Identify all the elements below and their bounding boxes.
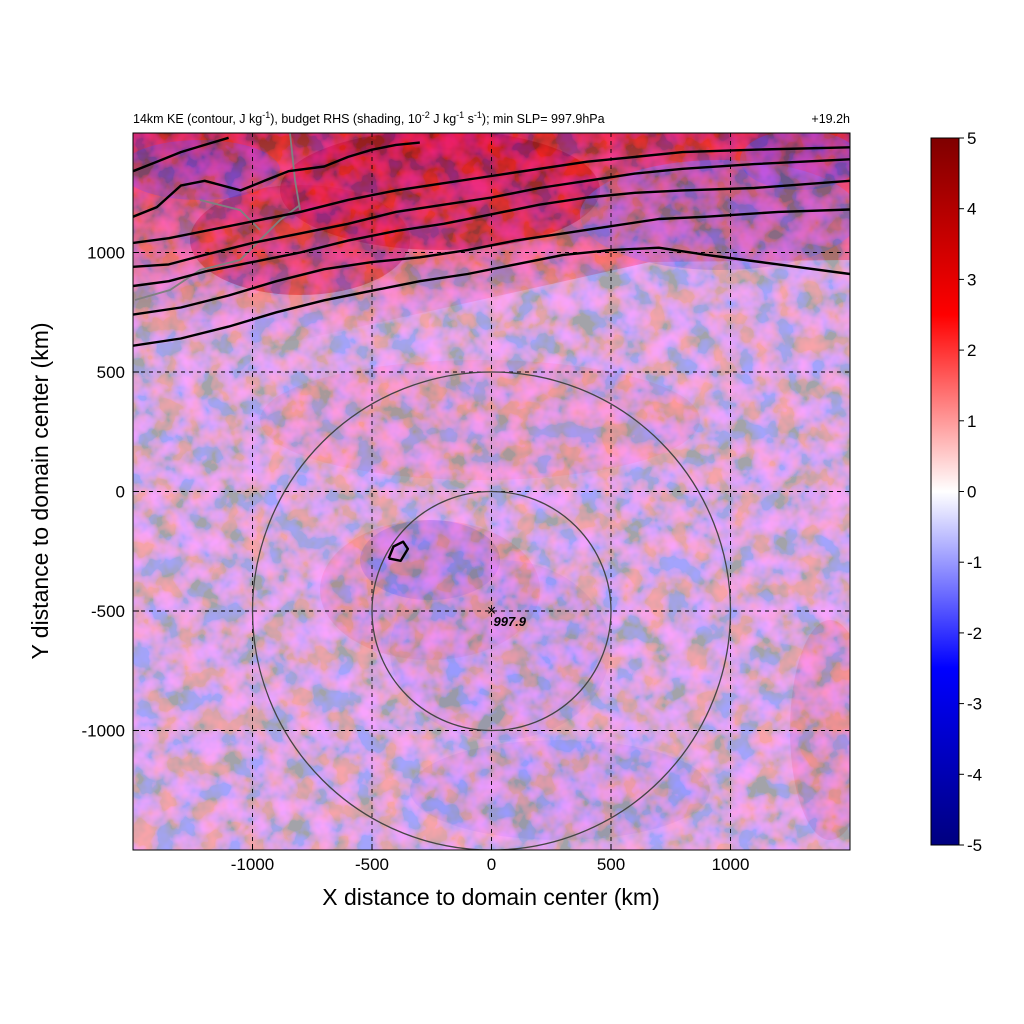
title-segment: J kg: [430, 112, 456, 126]
colorbar-tick-label: 1: [967, 412, 976, 431]
y-axis: -1000 -500 0 500 1000: [82, 244, 139, 741]
y-tick-label: -1000: [82, 722, 125, 741]
x-axis: -1000 -500 0 500 1000: [231, 844, 750, 874]
colorbar-tick-label: -4: [967, 765, 982, 784]
ke-contour-line: [133, 246, 850, 347]
storm-center: × 997.9: [487, 603, 527, 630]
colorbar: 5 4 3 2 1 0 -1 -2 -3 -4 -5: [930, 129, 982, 855]
coastline: [134, 133, 301, 301]
storm-center-marker-icon: ×: [487, 603, 496, 620]
forecast-hour-label: +19.2h: [811, 112, 850, 126]
y-axis-label: Y distance to domain center (km): [27, 322, 53, 659]
chart-title: 14km KE (contour, J kg-1), budget RHS (s…: [133, 110, 605, 126]
ke-contour-line: [133, 208, 850, 316]
x-tick-label: -1000: [231, 855, 274, 874]
colorbar-ticks: 5 4 3 2 1 0 -1 -2 -3 -4 -5: [959, 129, 982, 855]
title-superscript: -2: [422, 110, 430, 120]
colorbar-tick-label: -2: [967, 624, 982, 643]
shading-field: [133, 133, 850, 850]
range-ring: [251, 371, 732, 850]
ke-contour-line: [133, 146, 850, 245]
colorbar-tick-label: -5: [967, 836, 982, 855]
title-superscript: -1: [474, 110, 482, 120]
title-segment: 14km KE (contour, J kg: [133, 112, 262, 126]
title-segment: ); min SLP= 997.9hPa: [482, 112, 605, 126]
ke-contour-line: [133, 136, 229, 173]
colorbar-tick-label: 0: [967, 483, 976, 502]
title-superscript: -1: [262, 110, 270, 120]
colorbar-tick-label: 5: [967, 129, 976, 148]
plot-area: [133, 133, 850, 850]
colorbar-tick-label: 3: [967, 270, 976, 289]
colorbar-tick-label: 4: [967, 200, 976, 219]
ke-contour-line: [133, 179, 850, 288]
ke-contour-line: [133, 158, 850, 268]
x-tick-label: 1000: [712, 855, 750, 874]
y-tick-label: 500: [97, 363, 125, 382]
min-slp-label: 997.9: [494, 614, 527, 629]
ke-contour-line: [387, 540, 410, 562]
colorbar-gradient: [930, 137, 960, 846]
ke-contour-line: [133, 141, 420, 218]
y-tick-label: 0: [116, 483, 125, 502]
range-ring: [371, 490, 612, 732]
ke-contours: [133, 136, 850, 562]
x-tick-label: 0: [487, 855, 496, 874]
title-segment: ), budget RHS (shading, 10: [270, 112, 422, 126]
title-segment: s: [464, 112, 474, 126]
y-tick-label: 1000: [87, 244, 125, 263]
colorbar-tick-label: -3: [967, 695, 982, 714]
y-tick-label: -500: [91, 602, 125, 621]
title-superscript: -1: [456, 110, 464, 120]
x-tick-label: -500: [355, 855, 389, 874]
x-axis-label: X distance to domain center (km): [322, 884, 659, 910]
colorbar-tick-label: 2: [967, 341, 976, 360]
colorbar-tick-label: -1: [967, 553, 982, 572]
range-rings: [251, 371, 732, 850]
x-tick-label: 500: [597, 855, 625, 874]
